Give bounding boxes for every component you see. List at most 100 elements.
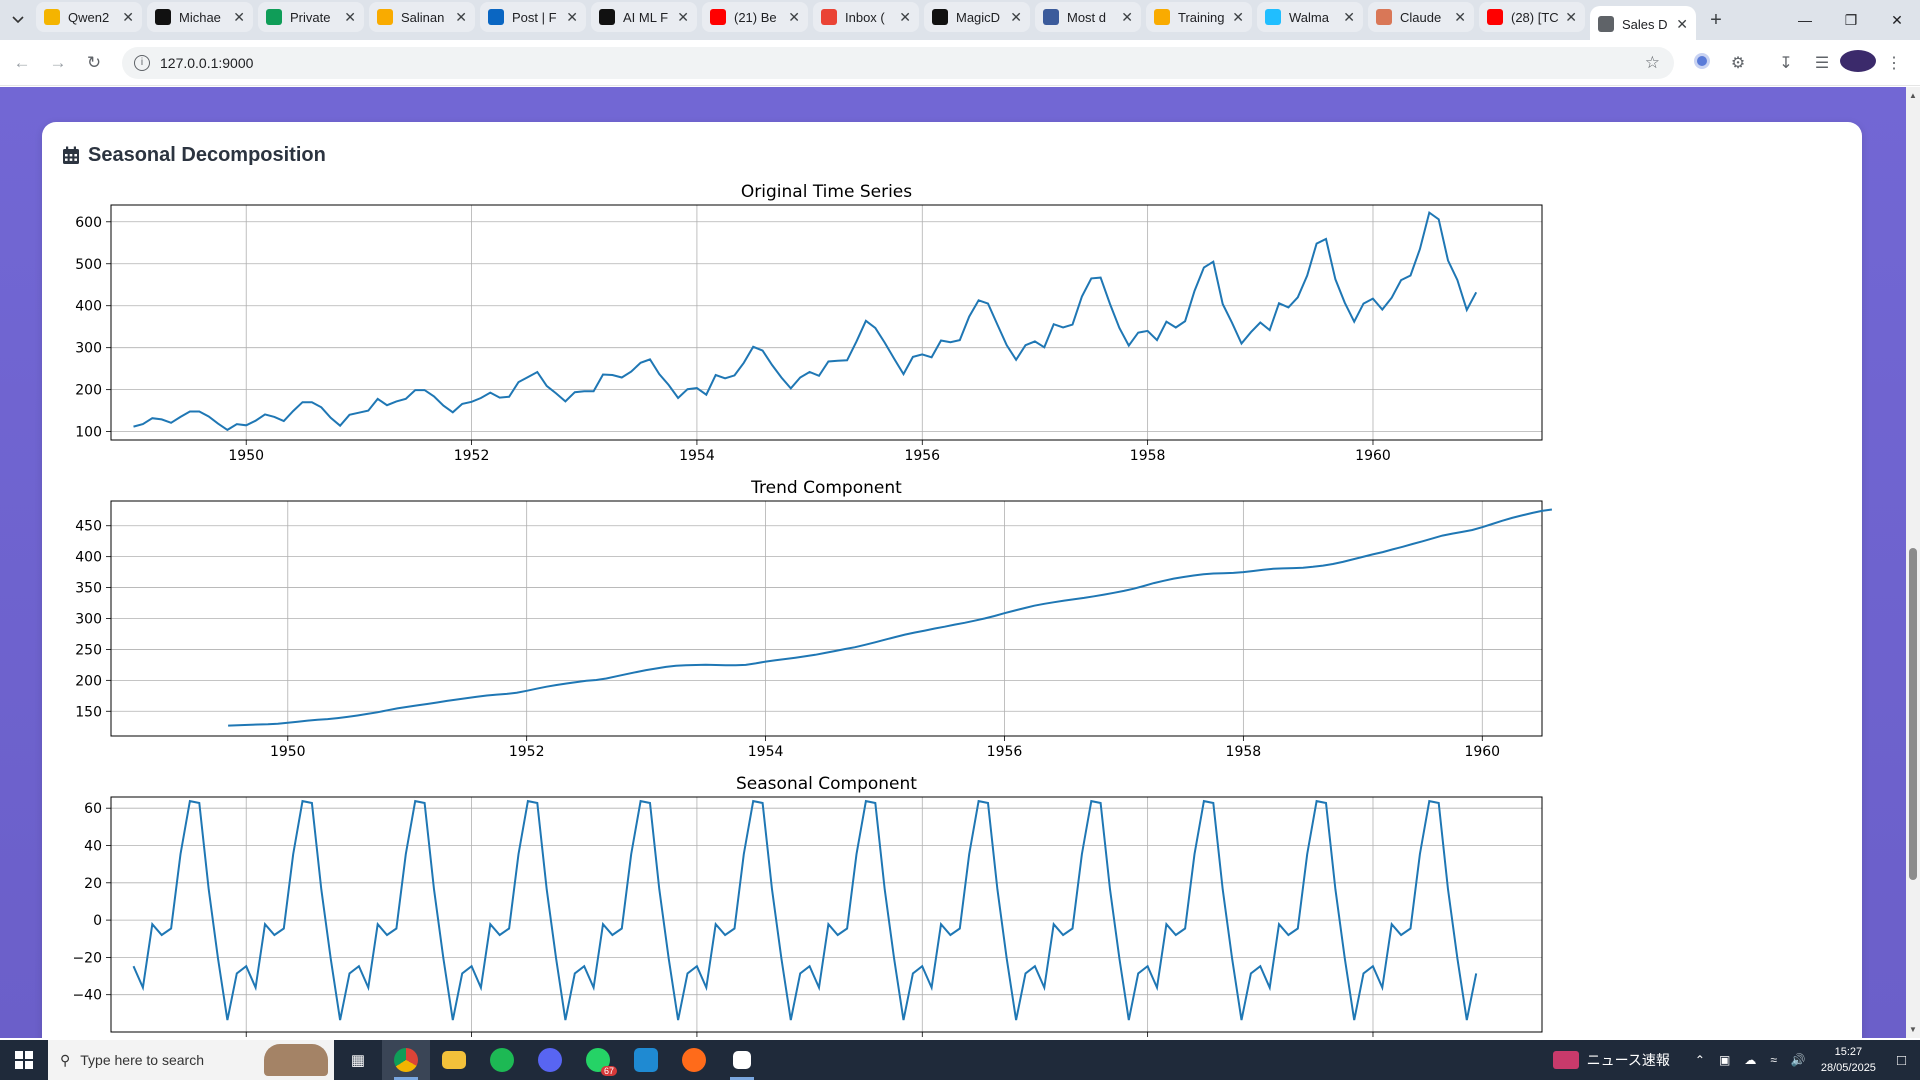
browser-tab[interactable]: Inbox (✕ — [813, 2, 919, 32]
tab-close-icon[interactable]: ✕ — [1454, 8, 1466, 25]
scroll-down-arrow[interactable]: ▼ — [1909, 1025, 1917, 1034]
pen-app-icon — [682, 1048, 706, 1072]
vscode-icon — [634, 1048, 658, 1072]
system-tray: ニュース速報 ⌃ ▣ ☁ ≈ 🔊 15:27 28/05/2025 □ — [1552, 1040, 1920, 1080]
taskbar-search-box[interactable]: ⚲ Type here to search — [48, 1040, 334, 1080]
tab-close-icon[interactable]: ✕ — [122, 8, 134, 25]
start-button[interactable] — [0, 1040, 48, 1080]
browser-tab[interactable]: Claude ✕ — [1368, 2, 1474, 32]
browser-tab[interactable]: AI ML F ✕ — [591, 2, 697, 32]
y-tick-label: 300 — [75, 612, 102, 628]
tab-title: AI ML F — [623, 9, 669, 25]
notifications-icon[interactable]: □ — [1896, 1051, 1906, 1069]
tab-close-icon[interactable]: ✕ — [677, 8, 689, 25]
menu-kebab-icon[interactable]: ⋮ — [1886, 55, 1902, 72]
chevron-down-icon — [12, 16, 24, 24]
browser-tab[interactable]: Most d ✕ — [1035, 2, 1141, 32]
volume-icon[interactable]: 🔊 — [1790, 1053, 1806, 1067]
taskbar-discord[interactable] — [526, 1040, 574, 1080]
media-controls-icon[interactable]: ☰ — [1814, 55, 1830, 72]
card-title: Seasonal Decomposition — [88, 144, 326, 166]
taskbar-spotify[interactable] — [478, 1040, 526, 1080]
system-clock[interactable]: 15:27 28/05/2025 — [1821, 1044, 1876, 1076]
browser-tab[interactable]: (28) [TC ✕ — [1479, 2, 1585, 32]
back-button[interactable]: ← — [13, 52, 31, 72]
device-icon[interactable]: ▣ — [1718, 1053, 1731, 1067]
taskbar-sublime[interactable] — [670, 1040, 718, 1080]
site-icon — [1043, 9, 1059, 25]
spotify-icon — [490, 1048, 514, 1072]
x-tick-label: 1958 — [1130, 448, 1166, 464]
downloads-icon[interactable]: ↧ — [1779, 55, 1793, 72]
tab-close-icon[interactable]: ✕ — [1676, 15, 1688, 32]
taskbar-chrome[interactable] — [382, 1040, 430, 1080]
address-bar[interactable]: i 127.0.0.1:9000 ☆ — [122, 47, 1674, 79]
wifi-icon[interactable]: ≈ — [1770, 1053, 1777, 1067]
taskbar-terminal[interactable] — [718, 1040, 766, 1080]
minimize-button[interactable]: — — [1798, 12, 1812, 28]
browser-tab[interactable]: (21) Be ✕ — [702, 2, 808, 32]
onedrive-icon[interactable]: ☁ — [1744, 1053, 1757, 1067]
new-tab-button[interactable]: + — [1710, 8, 1722, 31]
qwen-icon — [44, 9, 60, 25]
x-tick-label: 1960 — [1355, 448, 1391, 464]
tab-close-icon[interactable]: ✕ — [344, 8, 356, 25]
globe-icon — [1598, 16, 1614, 32]
browser-tab[interactable]: Salinan ✕ — [369, 2, 475, 32]
scroll-up-arrow[interactable]: ▲ — [1909, 91, 1917, 100]
search-icon: ⚲ — [60, 1051, 71, 1068]
tab-close-icon[interactable]: ✕ — [1010, 8, 1022, 25]
tab-title: Sales D — [1622, 16, 1668, 32]
scroll-thumb[interactable] — [1909, 548, 1917, 880]
browser-tab[interactable]: Training ✕ — [1146, 2, 1252, 32]
y-tick-label: 100 — [75, 425, 102, 441]
chart-3: 1950195219541956195819606040200−20−40Sea… — [72, 774, 1543, 1037]
decomposition-card: Seasonal Decomposition — [42, 122, 1862, 1038]
tab-close-icon[interactable]: ✕ — [1343, 8, 1355, 25]
tab-close-icon[interactable]: ✕ — [1232, 8, 1244, 25]
browser-tab[interactable]: Michae ✕ — [147, 2, 253, 32]
tab-close-icon[interactable]: ✕ — [899, 8, 911, 25]
chart-title: Trend Component — [750, 478, 902, 498]
close-window-button[interactable]: ✕ — [1891, 11, 1903, 28]
site-info-icon[interactable]: i — [134, 55, 150, 71]
clock-time: 15:27 — [1834, 1046, 1863, 1058]
tab-title: Training — [1178, 9, 1225, 25]
browser-tab[interactable]: Qwen2 ✕ — [36, 2, 142, 32]
taskbar-vscode[interactable] — [622, 1040, 670, 1080]
y-tick-label: 600 — [75, 215, 102, 231]
browser-tab[interactable]: Post | F ✕ — [480, 2, 586, 32]
browser-tab[interactable]: Walma ✕ — [1257, 2, 1363, 32]
extensions-puzzle-icon[interactable]: ⚙ — [1730, 55, 1746, 72]
reload-button[interactable]: ↻ — [86, 52, 102, 72]
task-view-button[interactable]: ▦ — [334, 1040, 382, 1080]
bookmark-star-icon[interactable]: ☆ — [1644, 53, 1660, 72]
chrome-icon — [394, 1048, 418, 1072]
extension-circle-icon[interactable] — [1684, 52, 1720, 74]
tab-search-button[interactable] — [0, 0, 36, 40]
restore-button[interactable]: ❐ — [1844, 11, 1858, 28]
tab-close-icon[interactable]: ✕ — [788, 8, 800, 25]
taskbar-file-explorer[interactable] — [430, 1040, 478, 1080]
card-header: Seasonal Decomposition — [62, 144, 326, 167]
colab-icon — [377, 9, 393, 25]
y-tick-label: 60 — [84, 801, 102, 817]
browser-tab[interactable]: MagicD ✕ — [924, 2, 1030, 32]
page-viewport: Seasonal Decomposition 1950 1952 1954 1956 1… — [0, 87, 1906, 1038]
page-scrollbar[interactable]: ▲ ▼ — [1906, 87, 1920, 1038]
browser-tab[interactable]: Private ✕ — [258, 2, 364, 32]
browser-tab[interactable]: Sales D ✕ — [1590, 6, 1696, 42]
x-tick-label: 1954 — [748, 744, 784, 760]
news-widget[interactable]: ニュース速報 — [1552, 1050, 1670, 1070]
tab-close-icon[interactable]: ✕ — [233, 8, 245, 25]
tab-close-icon[interactable]: ✕ — [1565, 8, 1577, 25]
profile-avatar[interactable] — [1840, 49, 1876, 77]
kaggle-icon — [1265, 9, 1281, 25]
tab-close-icon[interactable]: ✕ — [455, 8, 467, 25]
forward-button[interactable]: → — [49, 52, 67, 72]
tab-close-icon[interactable]: ✕ — [566, 8, 578, 25]
taskbar-whatsapp[interactable]: 67 — [574, 1040, 622, 1080]
tab-strip: Qwen2 ✕ Michae ✕ Private ✕ Salinan ✕ Post | F ✕ AI… — [0, 0, 1920, 42]
tray-overflow-icon[interactable]: ⌃ — [1694, 1053, 1705, 1067]
tab-close-icon[interactable]: ✕ — [1121, 8, 1133, 25]
